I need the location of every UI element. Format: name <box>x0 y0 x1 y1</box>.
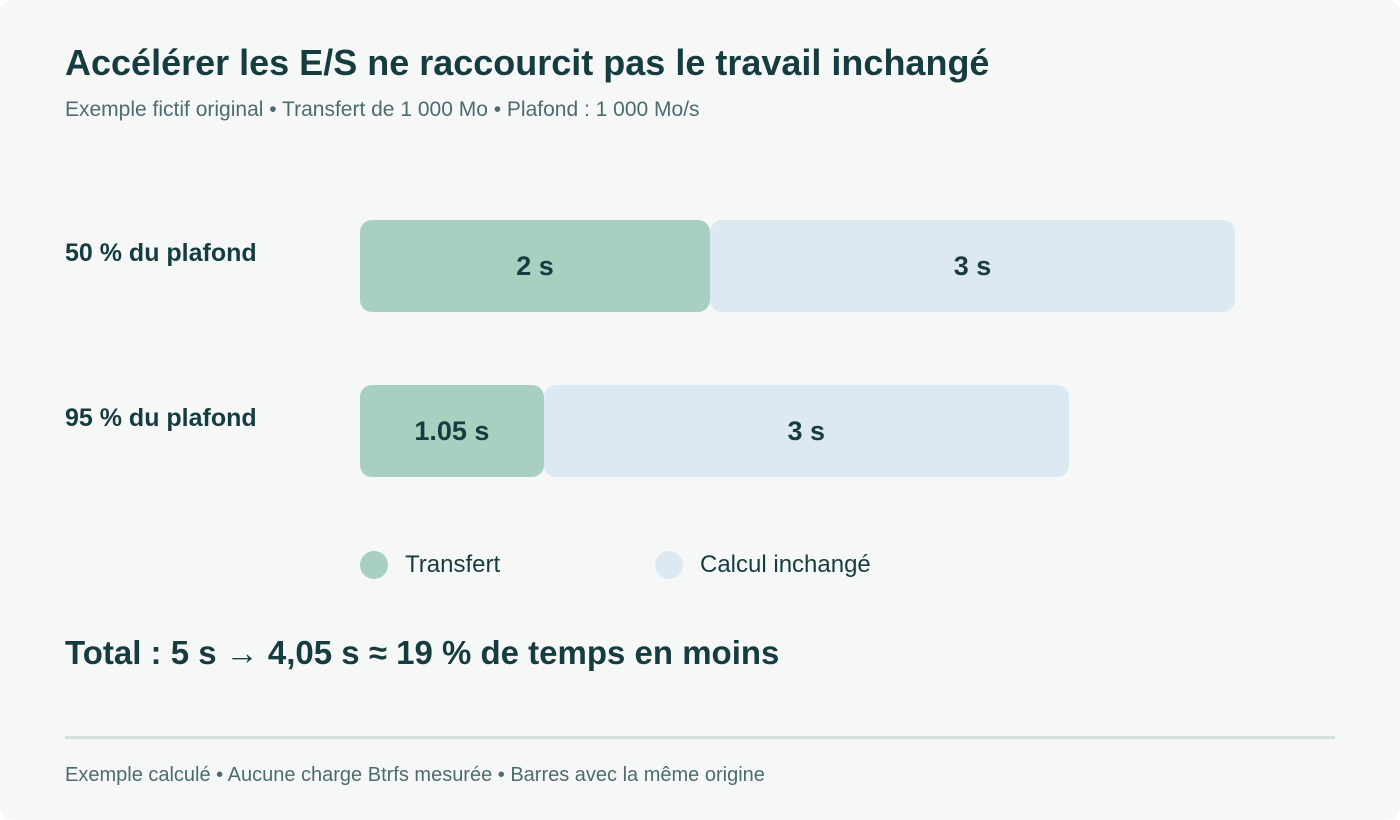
legend-item-transfert: Transfert <box>360 551 500 579</box>
legend-label-calcul: Calcul inchangé <box>700 551 871 578</box>
bar-value-label: 2 s <box>516 250 554 281</box>
bar-segment-calcul: 3 s <box>543 385 1069 477</box>
chart-title: Accélérer les E/S ne raccourcit pas le t… <box>65 42 990 83</box>
bar-value-label: 3 s <box>787 415 826 446</box>
footer-note: Exemple calculé • Aucune charge Btrfs me… <box>65 764 765 786</box>
row-label: 50 % du plafond <box>65 239 257 267</box>
bar-segment-transfert: 1.05 s <box>360 385 544 477</box>
legend-swatch-calcul <box>655 551 683 579</box>
bar-segment-transfert: 2 s <box>360 220 710 312</box>
legend-swatch-transfert <box>360 551 388 579</box>
bar-value-label: 3 s <box>953 250 992 281</box>
total-summary: Total : 5 s → 4,05 s ≈ 19 % de temps en … <box>65 634 780 671</box>
bar-value-label: 1.05 s <box>414 415 490 446</box>
divider <box>65 736 1335 739</box>
bar-segment-calcul: 3 s <box>710 220 1235 312</box>
legend-label-transfert: Transfert <box>405 551 501 578</box>
legend-item-calcul: Calcul inchangé <box>655 551 871 579</box>
bar-row: 2 s 3 s <box>360 220 1235 312</box>
bar-row: 1.05 s 3 s <box>360 385 1235 477</box>
chart-subtitle: Exemple fictif original • Transfert de 1… <box>65 98 700 121</box>
row-label: 95 % du plafond <box>65 404 257 432</box>
